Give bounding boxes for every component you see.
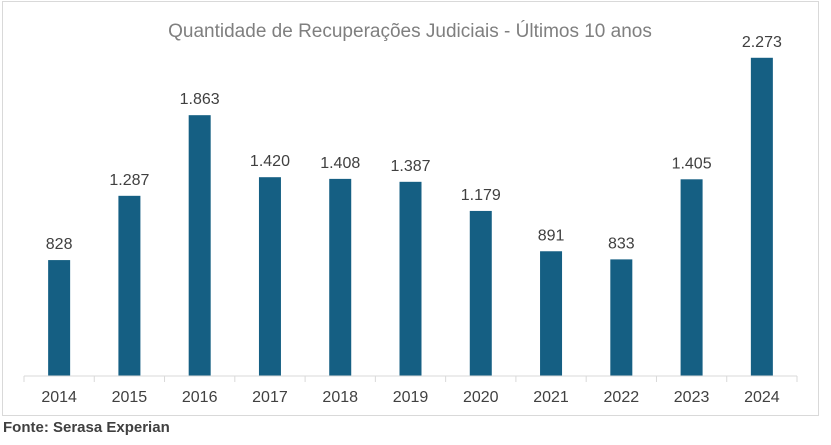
value-label-2023: 1.405 xyxy=(672,155,712,172)
category-label-2018: 2018 xyxy=(322,389,358,406)
bar-2018 xyxy=(329,178,352,376)
category-label-2020: 2020 xyxy=(463,389,499,406)
bar-2014 xyxy=(48,260,71,376)
value-label-2017: 1.420 xyxy=(250,153,290,170)
bar-2017 xyxy=(258,177,281,376)
value-label-2020: 1.179 xyxy=(461,187,501,204)
value-label-2015: 1.287 xyxy=(109,172,149,189)
bar-2022 xyxy=(610,259,633,376)
bar-2020 xyxy=(469,210,492,376)
source-note: Fonte: Serasa Experian xyxy=(3,419,170,436)
category-label-2016: 2016 xyxy=(182,389,218,406)
category-label-2015: 2015 xyxy=(112,389,148,406)
value-label-2019: 1.387 xyxy=(390,158,430,175)
chart-title: Quantidade de Recuperações Judiciais - Ú… xyxy=(168,20,652,42)
bar-2016 xyxy=(188,115,211,377)
category-label-2014: 2014 xyxy=(41,389,77,406)
x-axis-ticks xyxy=(23,376,798,382)
category-label-2023: 2023 xyxy=(674,389,710,406)
category-labels-group: 2014 2015 2016 2017 2018 2019 2020 2021 2022 2023… xyxy=(41,389,779,406)
value-label-2016: 1.863 xyxy=(180,91,220,108)
value-label-2022: 833 xyxy=(608,235,635,252)
bar-2019 xyxy=(399,181,422,376)
value-label-2024: 2.273 xyxy=(742,34,782,51)
bars-group xyxy=(48,57,773,377)
category-label-2017: 2017 xyxy=(252,389,288,406)
bar-2015 xyxy=(118,195,141,376)
bar-2023 xyxy=(680,179,703,376)
bar-2021 xyxy=(540,251,563,376)
category-label-2024: 2024 xyxy=(744,389,780,406)
bar-2024 xyxy=(750,57,773,376)
value-labels-group: 828 1.287 1.863 1.420 1.408 1.387 1.179 891 833 1… xyxy=(46,34,782,253)
category-label-2019: 2019 xyxy=(393,389,429,406)
category-label-2022: 2022 xyxy=(604,389,640,406)
value-label-2021: 891 xyxy=(538,227,565,244)
value-label-2018: 1.408 xyxy=(320,155,360,172)
value-label-2014: 828 xyxy=(46,236,73,253)
category-label-2021: 2021 xyxy=(533,389,569,406)
